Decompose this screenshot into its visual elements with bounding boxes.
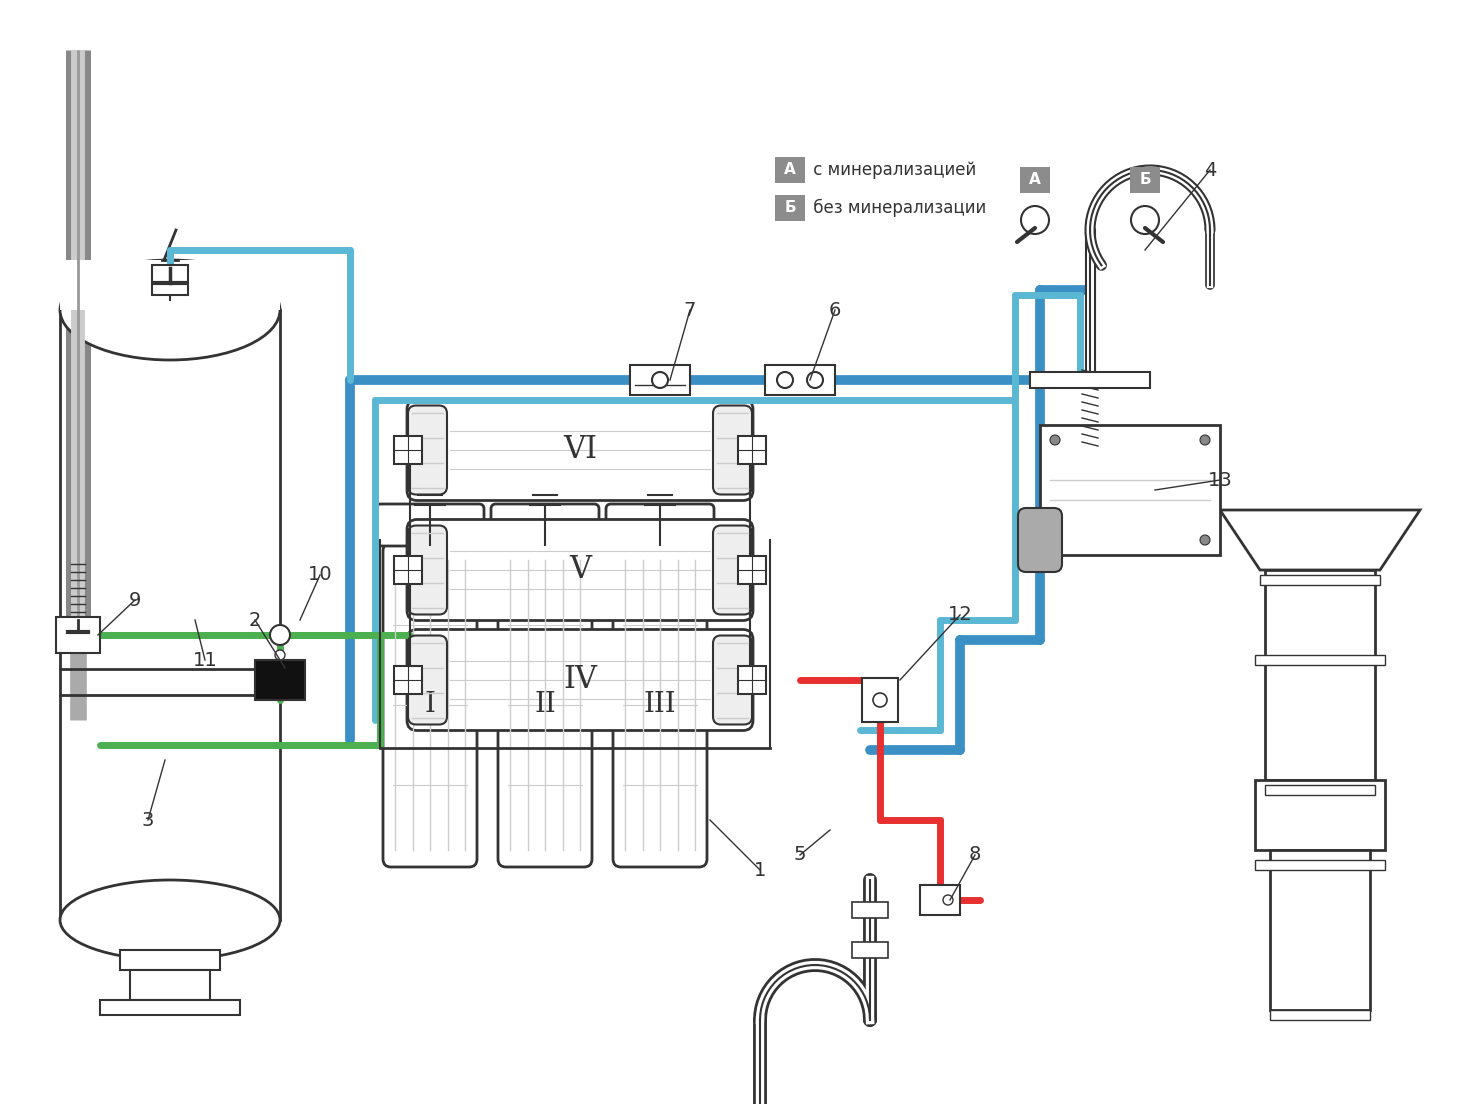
Circle shape xyxy=(1201,435,1209,445)
Bar xyxy=(152,265,188,295)
FancyBboxPatch shape xyxy=(408,405,447,495)
Circle shape xyxy=(1201,535,1209,545)
Bar xyxy=(1270,1010,1371,1020)
Text: Б: Б xyxy=(1139,172,1151,188)
FancyBboxPatch shape xyxy=(408,520,754,620)
Bar xyxy=(921,885,960,915)
FancyBboxPatch shape xyxy=(776,195,805,221)
FancyBboxPatch shape xyxy=(776,157,805,183)
Text: 6: 6 xyxy=(828,300,841,319)
Text: с минерализацией: с минерализацией xyxy=(808,161,976,179)
FancyBboxPatch shape xyxy=(613,543,707,867)
Text: 3: 3 xyxy=(142,810,154,829)
Text: 13: 13 xyxy=(1208,470,1233,489)
Circle shape xyxy=(1050,435,1060,445)
FancyBboxPatch shape xyxy=(605,505,714,546)
Bar xyxy=(765,365,836,395)
Text: III: III xyxy=(644,691,676,719)
Bar xyxy=(1270,850,1371,1010)
Circle shape xyxy=(1050,535,1060,545)
Bar xyxy=(862,678,899,722)
FancyBboxPatch shape xyxy=(712,526,752,615)
FancyBboxPatch shape xyxy=(375,505,484,546)
Ellipse shape xyxy=(60,880,280,960)
Text: 5: 5 xyxy=(793,846,806,864)
Circle shape xyxy=(806,372,822,388)
FancyBboxPatch shape xyxy=(408,629,754,731)
Circle shape xyxy=(943,895,953,905)
Text: 2: 2 xyxy=(249,611,261,629)
Text: Б: Б xyxy=(784,201,796,215)
Text: I: I xyxy=(425,691,435,719)
Text: II: II xyxy=(534,691,556,719)
FancyBboxPatch shape xyxy=(383,543,476,867)
Bar xyxy=(737,666,767,694)
Circle shape xyxy=(1130,206,1160,234)
Text: VI: VI xyxy=(563,435,597,466)
Text: IV: IV xyxy=(563,665,597,696)
Bar xyxy=(255,660,305,700)
Bar xyxy=(737,556,767,584)
FancyBboxPatch shape xyxy=(408,636,447,724)
FancyBboxPatch shape xyxy=(712,405,752,495)
FancyBboxPatch shape xyxy=(1130,167,1160,193)
Bar xyxy=(1265,785,1375,795)
Text: 9: 9 xyxy=(129,591,141,609)
Circle shape xyxy=(777,372,793,388)
Circle shape xyxy=(652,372,668,388)
Polygon shape xyxy=(1220,510,1421,570)
Text: А: А xyxy=(784,162,796,178)
Bar xyxy=(1039,425,1220,555)
Circle shape xyxy=(270,625,290,645)
Circle shape xyxy=(1020,206,1050,234)
Text: 4: 4 xyxy=(1204,160,1217,180)
Bar xyxy=(1255,655,1385,665)
FancyBboxPatch shape xyxy=(712,636,752,724)
Bar xyxy=(60,310,280,920)
Bar xyxy=(1031,372,1149,388)
Ellipse shape xyxy=(60,261,280,360)
Bar xyxy=(130,970,210,1000)
Bar xyxy=(630,365,690,395)
Text: 8: 8 xyxy=(969,846,981,864)
FancyBboxPatch shape xyxy=(408,526,447,615)
Text: 1: 1 xyxy=(754,860,767,880)
FancyBboxPatch shape xyxy=(1017,508,1061,572)
Bar xyxy=(1259,575,1380,585)
Text: V: V xyxy=(569,554,591,585)
Bar xyxy=(394,666,422,694)
Text: без минерализации: без минерализации xyxy=(808,199,987,217)
FancyBboxPatch shape xyxy=(498,543,592,867)
Bar xyxy=(852,902,888,919)
Bar xyxy=(852,942,888,958)
Bar xyxy=(1255,860,1385,870)
FancyBboxPatch shape xyxy=(491,505,600,546)
Text: 7: 7 xyxy=(683,300,696,319)
Bar xyxy=(1265,570,1375,781)
FancyBboxPatch shape xyxy=(1020,167,1050,193)
Circle shape xyxy=(872,693,887,707)
Bar xyxy=(737,436,767,464)
FancyBboxPatch shape xyxy=(408,400,754,500)
Circle shape xyxy=(276,650,284,660)
Text: 10: 10 xyxy=(308,565,333,584)
Bar xyxy=(56,617,100,652)
Bar xyxy=(100,1000,240,1015)
Text: 12: 12 xyxy=(947,605,972,625)
Bar xyxy=(394,556,422,584)
Bar xyxy=(394,436,422,464)
Text: 11: 11 xyxy=(192,650,217,669)
Bar xyxy=(120,951,220,970)
Bar xyxy=(1255,781,1385,850)
Bar xyxy=(60,261,280,310)
Text: А: А xyxy=(1029,172,1041,188)
